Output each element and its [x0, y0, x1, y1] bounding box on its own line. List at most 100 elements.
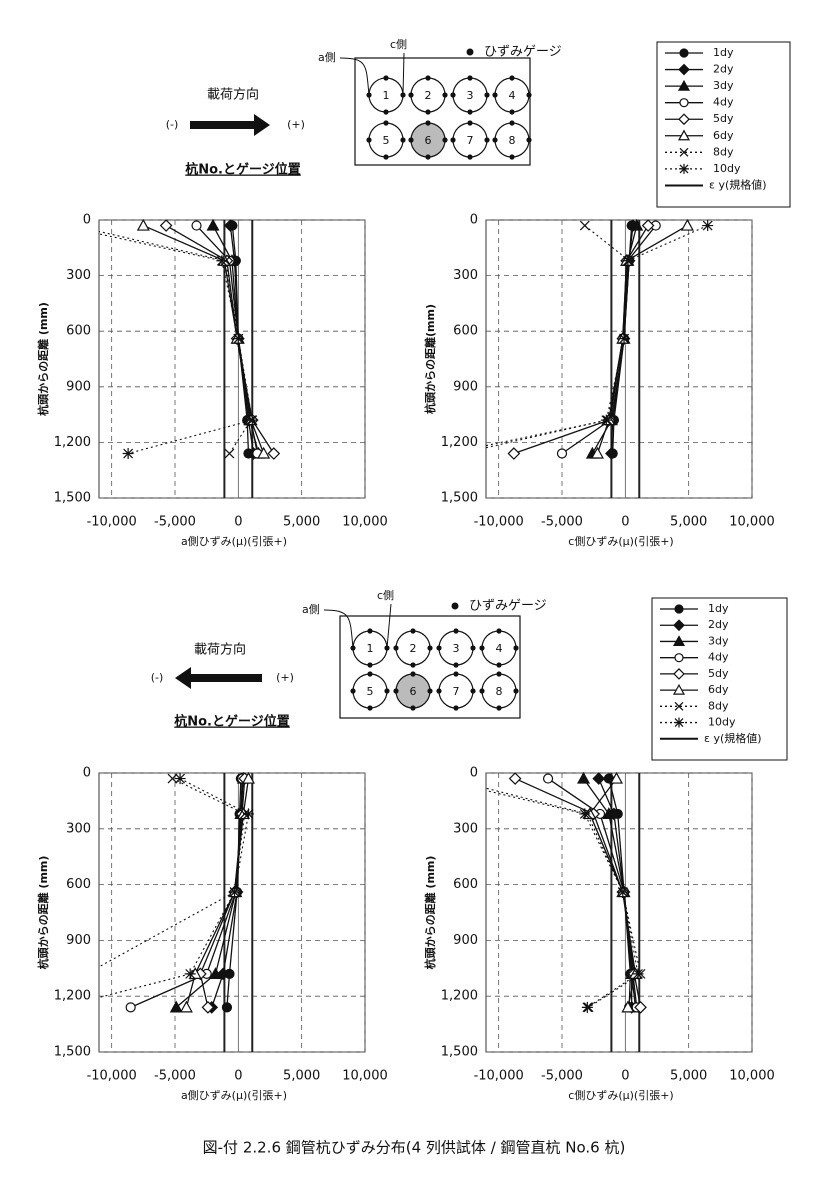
gauge-dot: [350, 688, 356, 694]
marker: [167, 773, 178, 784]
gauge-dot: [479, 688, 485, 694]
marker: [702, 220, 714, 232]
y-tick-label: 1,500: [54, 491, 91, 506]
gauge-dot: [383, 75, 389, 81]
gauge-dot: [526, 137, 532, 143]
series-line: [486, 225, 630, 447]
gauge-dot: [467, 154, 473, 160]
y-axis-label: 杭頭からの距離 (mm): [423, 856, 437, 970]
y-tick-label: 1,500: [441, 1045, 478, 1060]
y-tick-label: 1,200: [441, 989, 478, 1004]
marker: [56, 220, 67, 231]
gauge-dot: [470, 688, 476, 694]
marker: [229, 886, 241, 898]
y-axis-label: 杭頭からの距離 (mm): [36, 302, 50, 416]
direction-label: 載荷方向: [207, 87, 259, 103]
marker: [69, 221, 78, 230]
y-tick-label: 600: [66, 324, 91, 339]
marker: [257, 446, 271, 459]
marker: [592, 772, 606, 785]
marker: [617, 886, 629, 898]
marker: [122, 448, 134, 460]
y-tick-label: 300: [66, 821, 91, 836]
pile-number: 6: [425, 134, 432, 147]
gauge-dot: [453, 662, 459, 668]
y-tick-label: 1,500: [54, 1045, 91, 1060]
series-group: [486, 218, 714, 460]
leader-line: [323, 609, 354, 649]
y-tick-label: 1,500: [441, 491, 478, 506]
marker: [201, 1001, 215, 1014]
marker: [224, 448, 235, 459]
leader-line: [339, 57, 370, 96]
y-tick-label: 0: [83, 766, 91, 781]
gauge-dot: [470, 645, 476, 651]
legend-label: 2dy: [708, 618, 729, 631]
gauge-dot: [400, 137, 406, 143]
marker: [674, 604, 684, 614]
gauge-label: ひずみゲージ: [484, 45, 562, 60]
gauge-dot: [410, 671, 416, 677]
y-tick-label: 0: [470, 766, 478, 781]
gauge-dot: [496, 628, 502, 634]
x-tick-label: -5,000: [541, 1069, 583, 1084]
marker: [679, 163, 689, 174]
gauge-dot: [453, 705, 459, 711]
marker: [679, 147, 689, 157]
y-tick-label: 600: [453, 877, 478, 892]
leader-line: [386, 603, 392, 649]
legend-label: 10dy: [708, 716, 736, 729]
gauge-dot: [453, 628, 459, 634]
legend-label: 5dy: [708, 667, 729, 680]
series-line: [486, 225, 708, 449]
marker: [678, 63, 690, 76]
y-tick-label: 900: [453, 933, 478, 948]
legend: 1dy 2dy 3dy 4dy 5dy 6dy 8dy 10dy ε y(規格値): [656, 41, 791, 208]
pile-number: 8: [509, 134, 516, 147]
x-tick-label: 0: [621, 515, 629, 530]
marker: [69, 1003, 78, 1012]
x-axis-label: c側ひずみ(μ)(引張+): [568, 534, 673, 548]
x-tick-label: 0: [234, 515, 242, 530]
gauge-dot: [513, 688, 519, 694]
x-tick-label: 5,000: [670, 515, 707, 530]
legend-label: 1dy: [708, 602, 729, 615]
marker: [672, 683, 686, 695]
y-tick-label: 900: [66, 933, 91, 948]
gauge-dot: [425, 120, 431, 126]
y-tick-label: 900: [66, 379, 91, 394]
legend-label: 6dy: [713, 129, 734, 142]
gauge-dot: [484, 92, 490, 98]
marker: [618, 333, 630, 345]
marker: [174, 773, 186, 785]
gauge-dot: [425, 154, 431, 160]
plot: 0 300 600 900 1,200 1,500 -10,000 -5,000 0 5,000 1…: [36, 213, 388, 549]
x-tick-label: 0: [621, 1069, 629, 1084]
y-tick-label: 300: [453, 821, 478, 836]
marker: [430, 773, 441, 784]
pile-number: 7: [453, 685, 460, 698]
gauge-dot: [492, 137, 498, 143]
y-tick-label: 0: [470, 213, 478, 228]
x-tick-label: -10,000: [87, 515, 137, 530]
pile-caption: 杭No.とゲージ位置: [185, 162, 301, 178]
x-tick-label: -5,000: [154, 1069, 196, 1084]
marker: [674, 717, 684, 728]
series-line: [99, 230, 252, 454]
gauge-dot: [509, 75, 515, 81]
gauge-dot: [442, 137, 448, 143]
marker: [507, 447, 521, 460]
marker: [242, 808, 254, 820]
gauge-dot: [367, 662, 373, 668]
marker: [232, 333, 244, 345]
legend-label: 4dy: [713, 96, 734, 109]
gauge-dot: [410, 662, 416, 668]
legend-label: 1dy: [713, 46, 734, 59]
marker: [179, 1000, 193, 1013]
legend-label: ε y(規格値): [709, 177, 767, 191]
gauge-dot: [492, 92, 498, 98]
legend-label: 2dy: [713, 63, 734, 76]
series-line: [486, 787, 642, 1008]
x-tick-label: 10,000: [729, 1069, 775, 1084]
